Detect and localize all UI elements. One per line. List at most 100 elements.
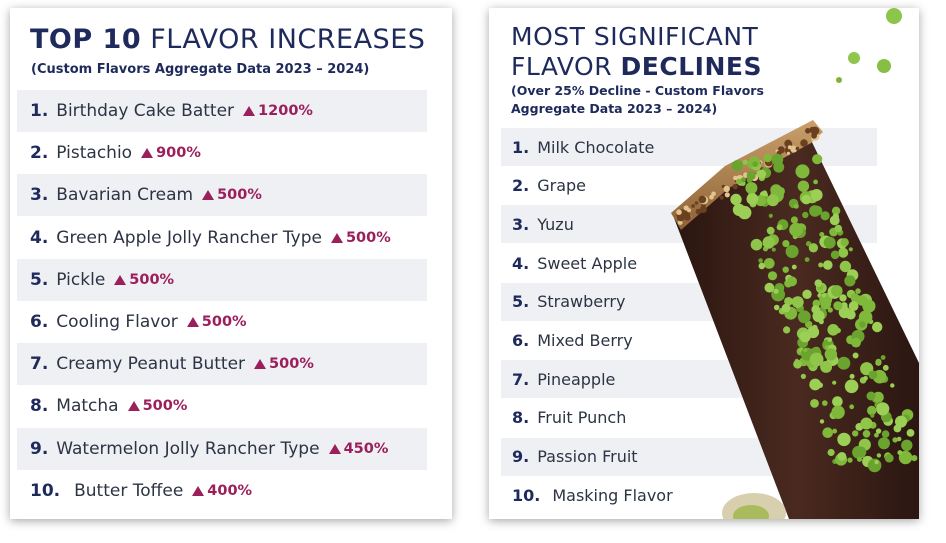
flavor-declines-panel: MOST SIGNIFICANT FLAVOR DECLINES (Over 2… [489,8,919,519]
increase-row: 8. Matcha 500% [17,385,427,427]
matcha-crumb [880,355,886,360]
increase-row: 9. Watermelon Jolly Rancher Type 450% [17,427,427,470]
increase-rank: 5. [30,269,49,290]
increases-title-bold: TOP 10 [30,24,142,55]
matcha-crumb [880,409,890,419]
up-triangle-icon [330,232,343,243]
increase-rank: 8. [30,396,49,417]
decline-flavor-name: Passion Fruit [537,447,638,467]
increase-flavor-name: Matcha [56,396,119,417]
matcha-crumb [876,402,890,416]
matcha-crumb [890,383,895,388]
increase-flavor-name: Creamy Peanut Butter [56,354,246,375]
matcha-crumb [901,414,910,423]
decline-row: 1. Milk Chocolate [501,128,877,166]
declines-subtitle-line1: (Over 25% Decline - Custom Flavors [511,83,764,98]
increase-rank: 7. [30,354,49,375]
up-triangle-icon [114,274,127,285]
increase-change: 500% [127,398,188,415]
increases-subtitle: (Custom Flavors Aggregate Data 2023 – 20… [31,62,370,77]
increase-change: 500% [186,314,247,330]
decline-rank: 6. [512,331,530,350]
increase-row: 2. Pistachio 900% [17,132,427,174]
increase-rank: 4. [30,227,49,248]
increase-change: 1200% [243,103,313,119]
decline-rank: 9. [512,447,530,467]
increase-flavor-name: Pickle [56,269,106,290]
increase-percent: 450% [343,440,389,457]
decline-row: 6. Mixed Berry [501,322,877,360]
up-triangle-icon [141,148,154,159]
increase-percent: 500% [217,187,262,204]
increase-percent: 500% [345,229,391,246]
increase-rank: 1. [30,101,49,121]
decline-rank: 3. [512,214,530,234]
increase-rank: 6. [30,312,49,332]
increase-change: 400% [192,483,252,499]
matcha-crumb [901,439,913,451]
decline-rank: 10. [512,485,541,505]
increases-title: TOP 10 FLAVOR INCREASES [30,24,425,55]
decline-row: 5. Strawberry [501,282,877,321]
increase-percent: 1200% [258,103,313,119]
increase-flavor-name: Cooling Flavor [56,312,178,332]
matcha-crumb [897,450,903,456]
decline-flavor-name: Pineapple [537,369,616,389]
up-triangle-icon [328,443,341,454]
up-triangle-icon [192,485,205,496]
decline-row: 3. Yuzu [501,205,877,244]
increase-rank: 10. [30,480,61,501]
increase-flavor-name: Watermelon Jolly Rancher Type [56,438,320,459]
decline-row: 7. Pineapple [501,360,877,399]
up-triangle-icon [243,106,256,116]
decline-flavor-name: Sweet Apple [537,253,638,273]
increase-row: 6. Cooling Flavor 500% [17,301,427,343]
up-triangle-icon [127,401,140,412]
increase-flavor-name: Birthday Cake Batter [56,101,235,121]
decline-rank: 1. [512,137,530,157]
declines-title-line2: FLAVOR DECLINES [511,52,762,81]
declines-title-line1: MOST SIGNIFICANT [511,22,759,51]
matcha-crumb [884,452,892,460]
decline-row: 8. Fruit Punch [501,399,877,437]
matcha-crumb [884,453,894,463]
matcha-crumb [901,409,914,421]
declines-title-bold: DECLINES [620,52,762,81]
increase-row: 10. Butter Toffee 400% [17,470,427,512]
decline-flavor-name: Mixed Berry [537,331,633,350]
increase-row: 7. Creamy Peanut Butter 500% [17,343,427,386]
increase-percent: 400% [207,482,253,499]
increase-percent: 900% [156,145,201,162]
decline-rank: 8. [512,408,530,428]
matcha-crumb [880,375,889,383]
decline-rank: 5. [512,292,530,312]
increase-change: 500% [330,229,391,246]
flavor-increases-panel: TOP 10 FLAVOR INCREASES (Custom Flavors … [10,8,452,519]
increase-change: 450% [328,440,389,457]
increase-row: 4. Green Apple Jolly Rancher Type 500% [17,217,427,259]
matcha-crumb [880,411,892,423]
matcha-crumb [893,424,902,433]
up-triangle-icon [254,359,267,370]
matcha-crumb [883,416,893,426]
decline-row: 2. Grape [501,167,877,205]
decline-row: 10. Masking Flavor [501,476,877,514]
decline-flavor-name: Strawberry [537,292,626,312]
increase-percent: 500% [269,356,314,373]
increase-flavor-name: Butter Toffee [74,480,184,501]
decline-flavor-name: Grape [537,176,586,196]
up-triangle-icon [202,190,215,201]
increase-change: 500% [114,272,174,288]
decline-flavor-name: Masking Flavor [552,485,673,505]
increase-rank: 9. [30,438,49,459]
increase-row: 3. Bavarian Cream 500% [17,174,427,217]
decline-flavor-name: Milk Chocolate [537,137,655,157]
matcha-crumb [911,455,918,462]
matcha-crumb [896,436,902,442]
increase-percent: 500% [142,398,188,415]
increase-flavor-name: Green Apple Jolly Rancher Type [56,227,322,248]
increase-percent: 500% [129,271,175,288]
decline-flavor-name: Fruit Punch [537,408,627,428]
matcha-crumb [906,429,915,437]
matcha-crumb [878,437,890,450]
